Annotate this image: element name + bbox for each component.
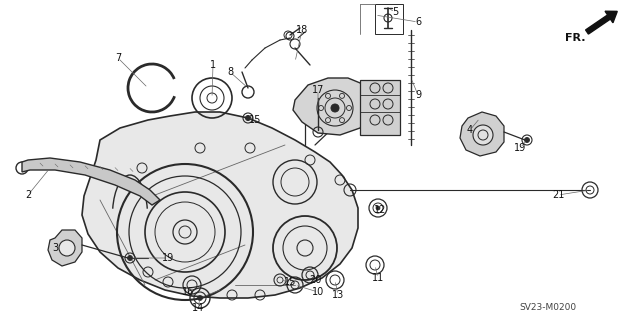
Text: 12: 12 — [374, 205, 386, 215]
Circle shape — [525, 137, 529, 143]
Polygon shape — [48, 230, 82, 266]
Text: 8: 8 — [227, 67, 233, 77]
Text: 17: 17 — [312, 85, 324, 95]
Circle shape — [59, 240, 75, 256]
Circle shape — [127, 256, 132, 261]
Polygon shape — [293, 78, 375, 135]
Text: 5: 5 — [392, 7, 398, 17]
Text: 4: 4 — [467, 125, 473, 135]
Text: 19: 19 — [162, 253, 174, 263]
Circle shape — [331, 104, 339, 112]
Text: 7: 7 — [115, 53, 121, 63]
Text: FR.: FR. — [564, 33, 585, 43]
Text: 2: 2 — [25, 190, 31, 200]
Text: 15: 15 — [249, 115, 261, 125]
Polygon shape — [360, 80, 400, 135]
Text: 18: 18 — [296, 25, 308, 35]
Text: 16: 16 — [182, 287, 194, 297]
Text: SV23-M0200: SV23-M0200 — [520, 303, 577, 313]
Text: 3: 3 — [52, 243, 58, 253]
Circle shape — [376, 206, 380, 210]
Polygon shape — [22, 158, 160, 205]
Text: 1: 1 — [210, 60, 216, 70]
Text: 10: 10 — [312, 287, 324, 297]
FancyArrow shape — [586, 11, 617, 34]
Text: 13: 13 — [332, 290, 344, 300]
Text: 14: 14 — [192, 303, 204, 313]
Text: 19: 19 — [514, 143, 526, 153]
Polygon shape — [460, 112, 504, 156]
Text: 11: 11 — [372, 273, 384, 283]
Text: 21: 21 — [552, 190, 564, 200]
Polygon shape — [82, 112, 358, 298]
Text: 20: 20 — [309, 275, 321, 285]
Text: 9: 9 — [415, 90, 421, 100]
Circle shape — [246, 115, 250, 121]
Circle shape — [473, 125, 493, 145]
Circle shape — [198, 295, 202, 300]
Bar — [375, 4, 403, 34]
Text: 6: 6 — [415, 17, 421, 27]
Text: 15: 15 — [284, 277, 296, 287]
